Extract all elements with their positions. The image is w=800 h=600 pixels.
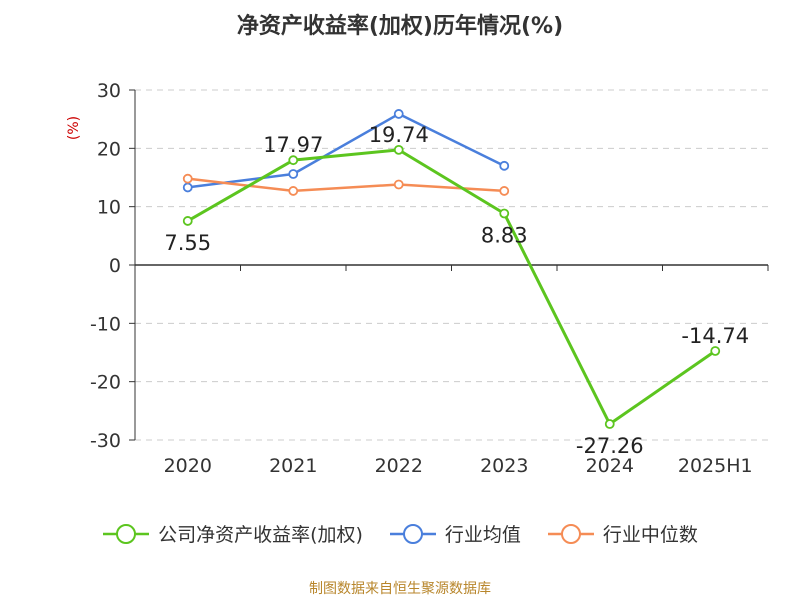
legend-item: 公司净资产收益率(加权) — [102, 520, 363, 547]
data-label: -14.74 — [681, 324, 749, 348]
series-line — [187, 177, 505, 193]
data-point — [604, 419, 615, 429]
y-tick-label: -10 — [90, 313, 121, 335]
legend-marker-icon — [389, 523, 436, 544]
data-point — [393, 144, 404, 155]
y-tick-label: -30 — [90, 430, 121, 452]
data-point — [710, 346, 721, 356]
x-tick-label: 2021 — [269, 455, 317, 477]
data-point — [182, 182, 193, 193]
x-tick-label: 2025H1 — [678, 455, 753, 477]
data-point — [499, 186, 510, 196]
data-label: -27.26 — [576, 434, 644, 458]
x-tick-label: 2020 — [164, 455, 212, 477]
chart-title: 净资产收益率(加权)历年情况(%) — [236, 14, 564, 39]
series-line — [187, 148, 717, 426]
data-label: 17.97 — [263, 133, 323, 157]
data-point — [288, 186, 299, 196]
legend-label: 行业均值 — [444, 524, 521, 546]
y-tick-label: -20 — [90, 372, 121, 394]
axes: 30 20 10 0 -10 -20 -30 2020 2021 2022 2023 2024 2025… — [90, 80, 769, 477]
legend-item: 行业中位数 — [547, 520, 698, 547]
data-point — [499, 208, 510, 219]
data-point — [288, 169, 299, 179]
x-tick-label: 2024 — [586, 455, 634, 477]
legend-label: 公司净资产收益率(加权) — [158, 524, 363, 546]
y-tick-label: 30 — [97, 80, 121, 102]
data-point — [499, 160, 510, 171]
data-label: 19.74 — [369, 123, 429, 147]
y-axis-label: (%) — [66, 116, 82, 140]
data-point — [288, 155, 299, 166]
data-label: 7.55 — [164, 231, 211, 255]
legend-marker-icon — [103, 523, 150, 544]
data-label: 8.83 — [481, 223, 528, 247]
data-point — [182, 173, 193, 184]
legend: 公司净资产收益率(加权) 行业均值 行业中位数 — [0, 520, 800, 547]
x-tick-label: 2022 — [375, 455, 423, 477]
data-point — [393, 109, 404, 119]
source-note: 制图数据来自恒生聚源数据库 — [309, 581, 491, 597]
data-point — [182, 216, 193, 226]
data-point — [393, 179, 404, 190]
legend-label: 行业中位数 — [602, 524, 698, 546]
y-tick-label: 10 — [97, 197, 121, 219]
data-labels: 7.55 17.97 19.74 8.83 -27.26 -14.74 — [164, 123, 749, 458]
legend-marker-icon — [547, 523, 594, 544]
series — [182, 109, 721, 429]
x-tick-label: 2023 — [480, 455, 528, 477]
y-tick-label: 20 — [97, 138, 121, 160]
legend-item: 行业均值 — [389, 520, 521, 547]
series-line — [187, 112, 505, 189]
y-tick-label: 0 — [109, 255, 121, 277]
